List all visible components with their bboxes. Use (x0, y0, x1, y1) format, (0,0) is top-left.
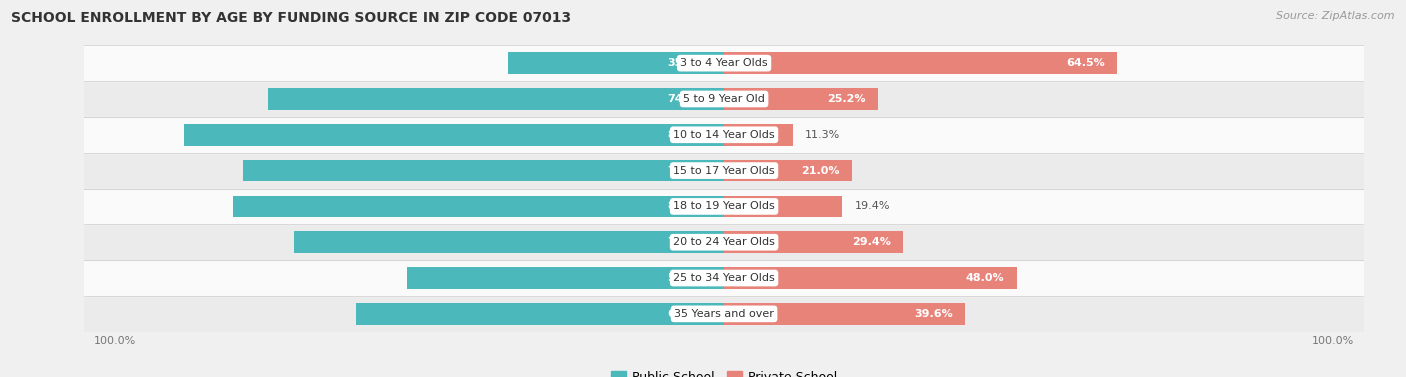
Bar (84, 296, 1364, 332)
Text: 35 Years and over: 35 Years and over (673, 309, 775, 319)
Text: 21.0%: 21.0% (801, 166, 839, 176)
Text: 74.8%: 74.8% (666, 94, 706, 104)
Text: Source: ZipAtlas.com: Source: ZipAtlas.com (1277, 11, 1395, 21)
Text: 52.0%: 52.0% (668, 273, 706, 283)
Bar (184, 124, 724, 146)
Text: 70.6%: 70.6% (668, 237, 706, 247)
Text: 5 to 9 Year Old: 5 to 9 Year Old (683, 94, 765, 104)
Text: 48.0%: 48.0% (966, 273, 1004, 283)
Bar (243, 160, 724, 181)
Text: 39.6%: 39.6% (914, 309, 953, 319)
Legend: Public School, Private School: Public School, Private School (606, 366, 842, 377)
Text: 80.6%: 80.6% (668, 201, 706, 211)
Bar (84, 153, 1364, 188)
Text: 18 to 19 Year Olds: 18 to 19 Year Olds (673, 201, 775, 211)
Bar (84, 45, 1364, 81)
Text: 10 to 14 Year Olds: 10 to 14 Year Olds (673, 130, 775, 140)
Text: 19.4%: 19.4% (855, 201, 890, 211)
Bar (724, 160, 852, 181)
Bar (724, 124, 793, 146)
Text: 60.4%: 60.4% (666, 309, 706, 319)
Bar (408, 267, 724, 289)
Bar (724, 231, 903, 253)
Text: 64.5%: 64.5% (1066, 58, 1105, 68)
Bar (724, 52, 1118, 74)
Text: 3 to 4 Year Olds: 3 to 4 Year Olds (681, 58, 768, 68)
Bar (84, 188, 1364, 224)
Text: 11.3%: 11.3% (806, 130, 841, 140)
Bar (508, 52, 724, 74)
Text: 20 to 24 Year Olds: 20 to 24 Year Olds (673, 237, 775, 247)
Bar (294, 231, 724, 253)
Text: 79.0%: 79.0% (668, 166, 706, 176)
Bar (724, 267, 1017, 289)
Bar (84, 224, 1364, 260)
Text: 25.2%: 25.2% (827, 94, 866, 104)
Bar (724, 303, 966, 325)
Bar (84, 117, 1364, 153)
Bar (84, 81, 1364, 117)
Text: SCHOOL ENROLLMENT BY AGE BY FUNDING SOURCE IN ZIP CODE 07013: SCHOOL ENROLLMENT BY AGE BY FUNDING SOUR… (11, 11, 571, 25)
Bar (356, 303, 724, 325)
Text: 15 to 17 Year Olds: 15 to 17 Year Olds (673, 166, 775, 176)
Bar (233, 196, 724, 217)
Text: 25 to 34 Year Olds: 25 to 34 Year Olds (673, 273, 775, 283)
Text: 88.7%: 88.7% (668, 130, 706, 140)
Bar (724, 88, 877, 110)
Bar (269, 88, 724, 110)
Text: 35.5%: 35.5% (668, 58, 706, 68)
Bar (84, 260, 1364, 296)
Text: 29.4%: 29.4% (852, 237, 891, 247)
Bar (724, 196, 842, 217)
